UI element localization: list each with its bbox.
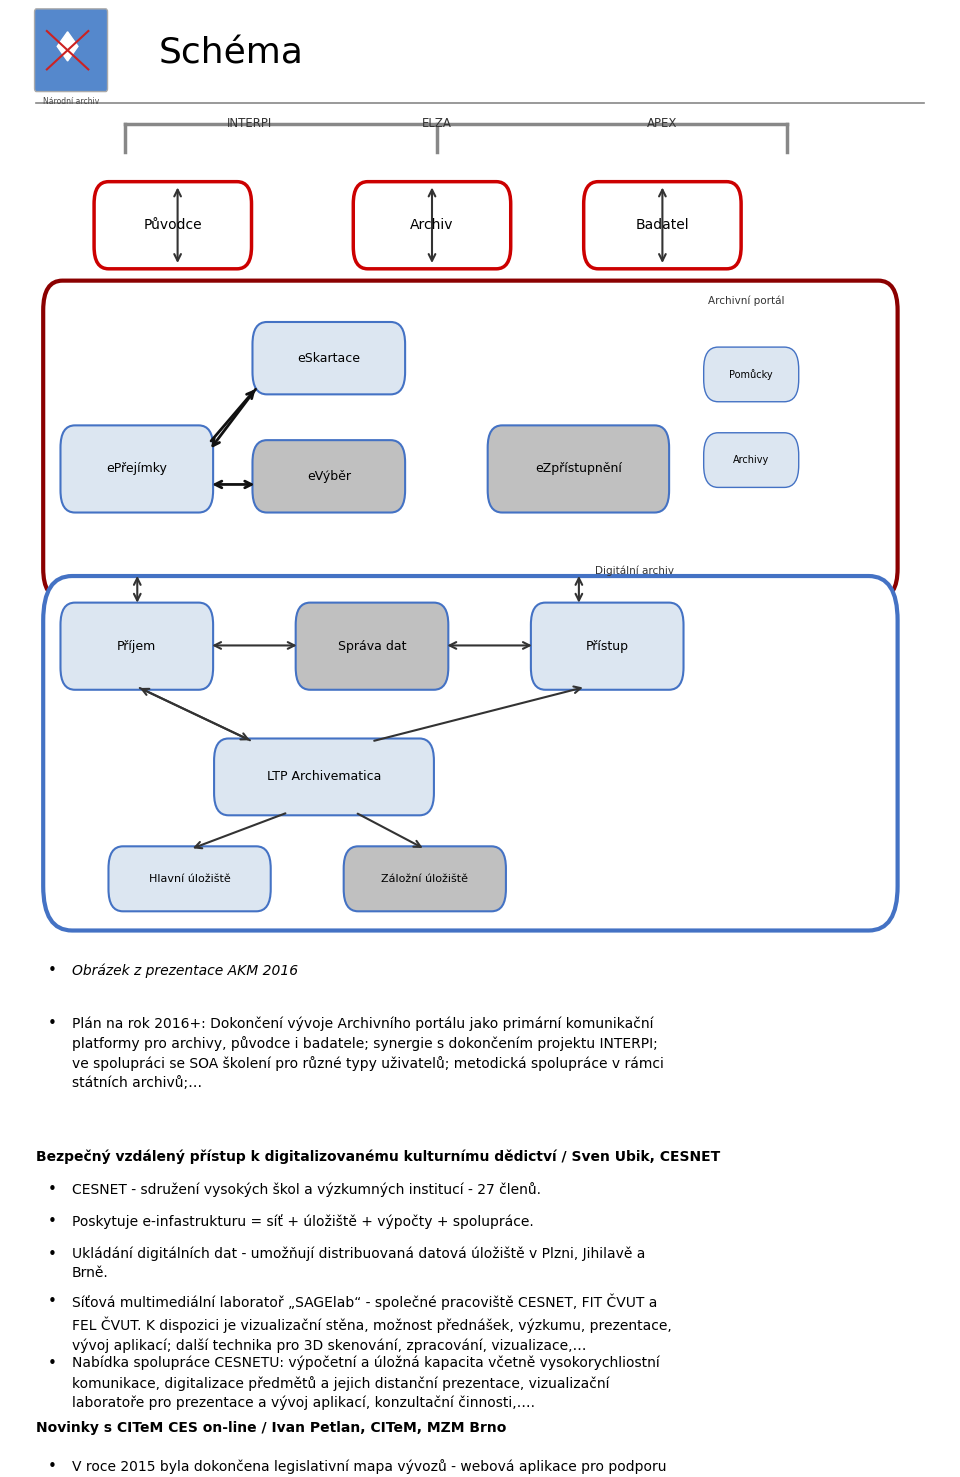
Text: Archivní portál: Archivní portál xyxy=(708,295,785,306)
Text: Příjem: Příjem xyxy=(117,640,156,653)
Text: Původce: Původce xyxy=(143,219,203,232)
Text: Správa dat: Správa dat xyxy=(338,640,406,653)
Text: •: • xyxy=(48,1294,57,1309)
Text: LTP Archivematica: LTP Archivematica xyxy=(267,771,381,783)
FancyBboxPatch shape xyxy=(60,425,213,513)
Text: •: • xyxy=(48,1016,57,1031)
FancyBboxPatch shape xyxy=(108,846,271,911)
FancyBboxPatch shape xyxy=(344,846,506,911)
FancyBboxPatch shape xyxy=(252,440,405,513)
Text: Záložní úložiště: Záložní úložiště xyxy=(381,874,468,883)
FancyBboxPatch shape xyxy=(35,9,108,92)
Polygon shape xyxy=(58,32,78,61)
Text: Národní archiv: Národní archiv xyxy=(43,97,99,106)
FancyBboxPatch shape xyxy=(488,425,669,513)
FancyBboxPatch shape xyxy=(704,347,799,402)
FancyBboxPatch shape xyxy=(704,433,799,487)
Text: eZpřístupnění: eZpřístupnění xyxy=(535,462,622,476)
Text: Hlavní úložiště: Hlavní úložiště xyxy=(149,874,230,883)
Text: Plán na rok 2016+: Dokončení vývoje Archivního portálu jako primární komunikační: Plán na rok 2016+: Dokončení vývoje Arch… xyxy=(72,1016,664,1090)
FancyBboxPatch shape xyxy=(94,182,252,269)
Text: Schéma: Schéma xyxy=(158,35,303,71)
Text: eSkartace: eSkartace xyxy=(298,352,360,365)
Text: •: • xyxy=(48,1182,57,1196)
Text: Badatel: Badatel xyxy=(636,219,689,232)
FancyBboxPatch shape xyxy=(43,576,898,931)
Text: V roce 2015 byla dokončena legislativní mapa vývozů - webová aplikace pro podpor: V roce 2015 byla dokončena legislativní … xyxy=(72,1459,669,1477)
Text: •: • xyxy=(48,1459,57,1474)
Text: APEX: APEX xyxy=(647,117,678,130)
Text: Ukládání digitálních dat - umožňují distribuovaná datová úložiště v Plzni, Jihil: Ukládání digitálních dat - umožňují dist… xyxy=(72,1247,645,1281)
Text: Archiv: Archiv xyxy=(410,219,454,232)
FancyBboxPatch shape xyxy=(296,603,448,690)
Text: Pomůcky: Pomůcky xyxy=(730,369,773,380)
Text: Obrázek z prezentace AKM 2016: Obrázek z prezentace AKM 2016 xyxy=(72,963,299,978)
FancyBboxPatch shape xyxy=(252,322,405,394)
FancyBboxPatch shape xyxy=(531,603,684,690)
Text: Archivy: Archivy xyxy=(733,455,769,465)
Text: Digitální archiv: Digitální archiv xyxy=(595,566,674,576)
FancyBboxPatch shape xyxy=(584,182,741,269)
Text: •: • xyxy=(48,1356,57,1371)
Text: •: • xyxy=(48,963,57,978)
FancyBboxPatch shape xyxy=(60,603,213,690)
Text: Poskytuje e-infastrukturu = síť + úložiště + výpočty + spolupráce.: Poskytuje e-infastrukturu = síť + úložiš… xyxy=(72,1214,534,1229)
FancyBboxPatch shape xyxy=(353,182,511,269)
FancyBboxPatch shape xyxy=(43,281,898,598)
Text: Síťová multimediální laboratoř „SAGElab“ - společné pracoviště CESNET, FIT ČVUT : Síťová multimediální laboratoř „SAGElab“… xyxy=(72,1294,672,1353)
Text: Přístup: Přístup xyxy=(586,640,629,653)
Text: ELZA: ELZA xyxy=(421,117,452,130)
Text: eVýběr: eVýběr xyxy=(307,470,350,483)
Text: Bezpečný vzdálený přístup k digitalizovanému kulturnímu dědictví / Sven Ubik, CE: Bezpečný vzdálený přístup k digitalizova… xyxy=(36,1149,721,1164)
Text: •: • xyxy=(48,1214,57,1229)
Text: ePřejímky: ePřejímky xyxy=(107,462,167,476)
Text: Novinky s CITeM CES on-line / Ivan Petlan, CITeM, MZM Brno: Novinky s CITeM CES on-line / Ivan Petla… xyxy=(36,1421,507,1434)
Text: •: • xyxy=(48,1247,57,1261)
Text: Nabídka spolupráce CESNETU: výpočetní a úložná kapacita včetně vysokorychliostní: Nabídka spolupráce CESNETU: výpočetní a … xyxy=(72,1356,660,1411)
Text: CESNET - sdružení vysokých škol a výzkumných institucí - 27 členů.: CESNET - sdružení vysokých škol a výzkum… xyxy=(72,1182,541,1196)
FancyBboxPatch shape xyxy=(214,738,434,815)
Text: INTERPI: INTERPI xyxy=(227,117,273,130)
